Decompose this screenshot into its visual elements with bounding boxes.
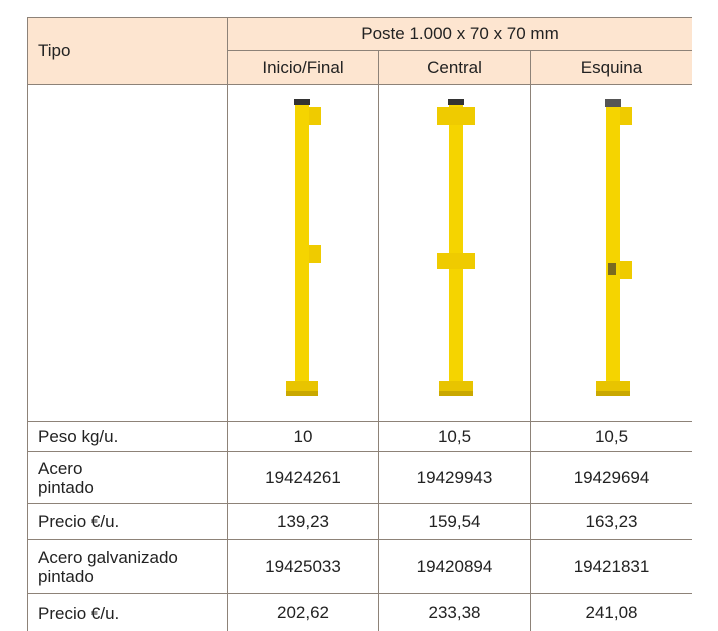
header-group: Poste 1.000 x 70 x 70 mm xyxy=(226,17,692,51)
cell-value: 19429694 xyxy=(529,451,692,504)
cell-value: 139,23 xyxy=(227,503,379,540)
cell-value: 10,5 xyxy=(378,421,531,452)
cell-value: 163,23 xyxy=(529,503,692,540)
image-cell xyxy=(529,84,692,422)
column-header: Inicio/Final xyxy=(227,50,379,85)
row-label: Acero galvanizado pintado xyxy=(27,539,228,594)
cell-value: 241,08 xyxy=(529,593,692,631)
table-body: Peso kg/u. 10 10,5 10,5 Acero pintado 1942426… xyxy=(27,421,692,631)
product-table: Tipo Poste 1.000 x 70 x 70 mm Inicio/Fin… xyxy=(27,17,692,631)
cell-value: 10 xyxy=(227,421,379,452)
table-row: Precio €/u. 139,23 159,54 163,23 xyxy=(27,503,692,540)
image-cell xyxy=(227,84,379,422)
table-row: Acero galvanizado pintado 19425033 1942089… xyxy=(27,539,692,594)
header-row: Tipo Poste 1.000 x 70 x 70 mm xyxy=(27,17,692,85)
cell-value: 19424261 xyxy=(227,451,379,504)
cell-value: 202,62 xyxy=(227,593,379,631)
cell-value: 10,5 xyxy=(529,421,692,452)
table-row: Precio €/u. 202,62 233,38 241,08 xyxy=(27,593,692,631)
header-row: Inicio/Final Central Esquina xyxy=(28,50,692,85)
image-row xyxy=(27,84,692,422)
table-container: Tipo Poste 1.000 x 70 x 70 mm Inicio/Fin… xyxy=(27,17,692,631)
post-image xyxy=(437,99,475,396)
header-tipo: Tipo xyxy=(27,17,228,85)
column-header: Central xyxy=(378,50,531,85)
empty-cell xyxy=(27,84,228,422)
row-label: Acero pintado xyxy=(27,451,228,504)
cell-value: 19421831 xyxy=(529,539,692,594)
cell-value: 233,38 xyxy=(378,593,531,631)
cell-value: 159,54 xyxy=(378,503,531,540)
row-label: Precio €/u. xyxy=(27,503,228,540)
cell-value: 19420894 xyxy=(378,539,531,594)
cell-value: 19425033 xyxy=(227,539,379,594)
row-label: Peso kg/u. xyxy=(27,421,228,452)
column-header: Esquina xyxy=(529,50,692,85)
image-cell xyxy=(378,84,531,422)
cell-value: 19429943 xyxy=(378,451,531,504)
table-row: Acero pintado 19424261 19429943 19429694 xyxy=(27,451,692,504)
row-label: Precio €/u. xyxy=(27,593,228,631)
post-image xyxy=(286,99,321,396)
post-image xyxy=(596,99,632,396)
table-row: Peso kg/u. 10 10,5 10,5 xyxy=(27,421,692,452)
